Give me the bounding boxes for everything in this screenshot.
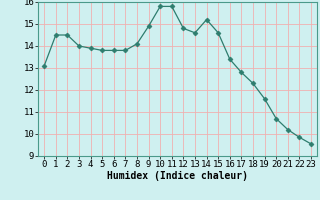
X-axis label: Humidex (Indice chaleur): Humidex (Indice chaleur) [107, 171, 248, 181]
